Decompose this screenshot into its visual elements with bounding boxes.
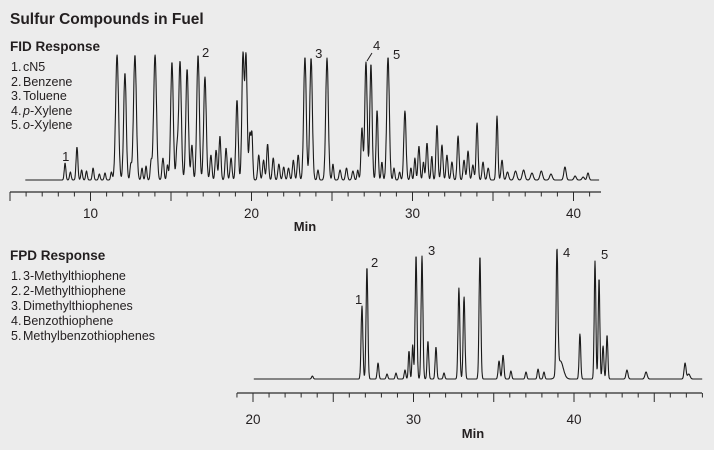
fid-peak-label-leader-4 — [366, 52, 373, 62]
compound-name: p-Xylene — [23, 103, 73, 118]
compound-item: 2. 2-Methylthiophene — [11, 284, 155, 299]
compound-item: 3. Toluene — [11, 89, 72, 104]
compound-name: Benzothiophene — [23, 313, 114, 328]
compound-number: 2. — [11, 74, 22, 89]
compound-item: 4. Benzothiophene — [11, 314, 155, 329]
compound-item: 3. Dimethylthiophenes — [11, 299, 155, 314]
compound-number: 4. — [11, 103, 22, 118]
compound-number: 1. — [11, 60, 22, 74]
fpd-peak-label-2: 2 — [371, 255, 378, 270]
fpd-peak-label-4: 4 — [563, 245, 570, 260]
fid-section-heading: FID Response — [10, 39, 101, 54]
fid-peak-label-4: 4 — [373, 38, 380, 53]
fpd-x-tick-label: 20 — [245, 412, 260, 427]
compound-item: 5. Methylbenzothiophenes — [11, 329, 155, 344]
compound-item: 2. Benzene — [11, 75, 72, 90]
fpd-section-heading: FPD Response — [10, 248, 106, 263]
compound-name: 2-Methylthiophene — [23, 283, 126, 298]
figure-title: Sulfur Compounds in Fuel — [10, 11, 204, 28]
fid-x-tick-label: 40 — [566, 206, 581, 221]
fpd-peak-label-5: 5 — [601, 247, 608, 262]
compound-item: 1. cN5 — [11, 60, 72, 75]
compound-number: 3. — [11, 89, 22, 104]
compound-number: 5. — [11, 118, 22, 133]
compound-item: 1. 3-Methylthiophene — [11, 269, 155, 284]
fpd-compound-legend: 1. 3-Methylthiophene 2. 2-Methylthiophene 3.… — [11, 269, 155, 344]
compound-number: 1. — [11, 269, 22, 283]
fpd-peak-label-3: 3 — [428, 243, 435, 258]
compound-name: Benzene — [23, 74, 73, 89]
compound-number: 5. — [11, 328, 22, 343]
compound-item: 4. p-Xylene — [11, 104, 72, 119]
fpd-x-tick-label: 40 — [566, 412, 581, 427]
fid-x-tick-label: 20 — [244, 206, 259, 221]
compound-name: cN5 — [23, 60, 46, 74]
fpd-trace — [253, 248, 703, 380]
fid-x-tick-label: 10 — [83, 206, 98, 221]
fid-compound-legend: 1. cN5 2. Benzene 3. Toluene 4. p-Xylene 5. o-Xyl… — [11, 60, 72, 133]
compound-item: 5. o-Xylene — [11, 118, 72, 133]
fid-trace — [25, 51, 600, 181]
compound-name: Dimethylthiophenes — [23, 298, 133, 313]
compound-name: Toluene — [23, 89, 67, 104]
fpd-xaxis-title: Min — [461, 426, 485, 441]
compound-name: 3-Methylthiophene — [23, 269, 126, 283]
fpd-peak-label-1: 1 — [355, 292, 362, 307]
fid-peak-label-3: 3 — [315, 46, 322, 61]
compound-number: 4. — [11, 313, 22, 328]
fpd-x-tick-label: 30 — [406, 412, 421, 427]
compound-name: Methylbenzothiophenes — [23, 328, 156, 343]
compound-name: o-Xylene — [23, 118, 73, 133]
fid-x-tick-label: 30 — [405, 206, 420, 221]
fid-peak-label-2: 2 — [202, 45, 209, 60]
compound-number: 2. — [11, 283, 22, 298]
fid-xaxis-title: Min — [293, 219, 317, 234]
fid-peak-label-5: 5 — [393, 47, 400, 62]
compound-number: 3. — [11, 298, 22, 313]
fid-peak-label-1: 1 — [62, 149, 69, 164]
